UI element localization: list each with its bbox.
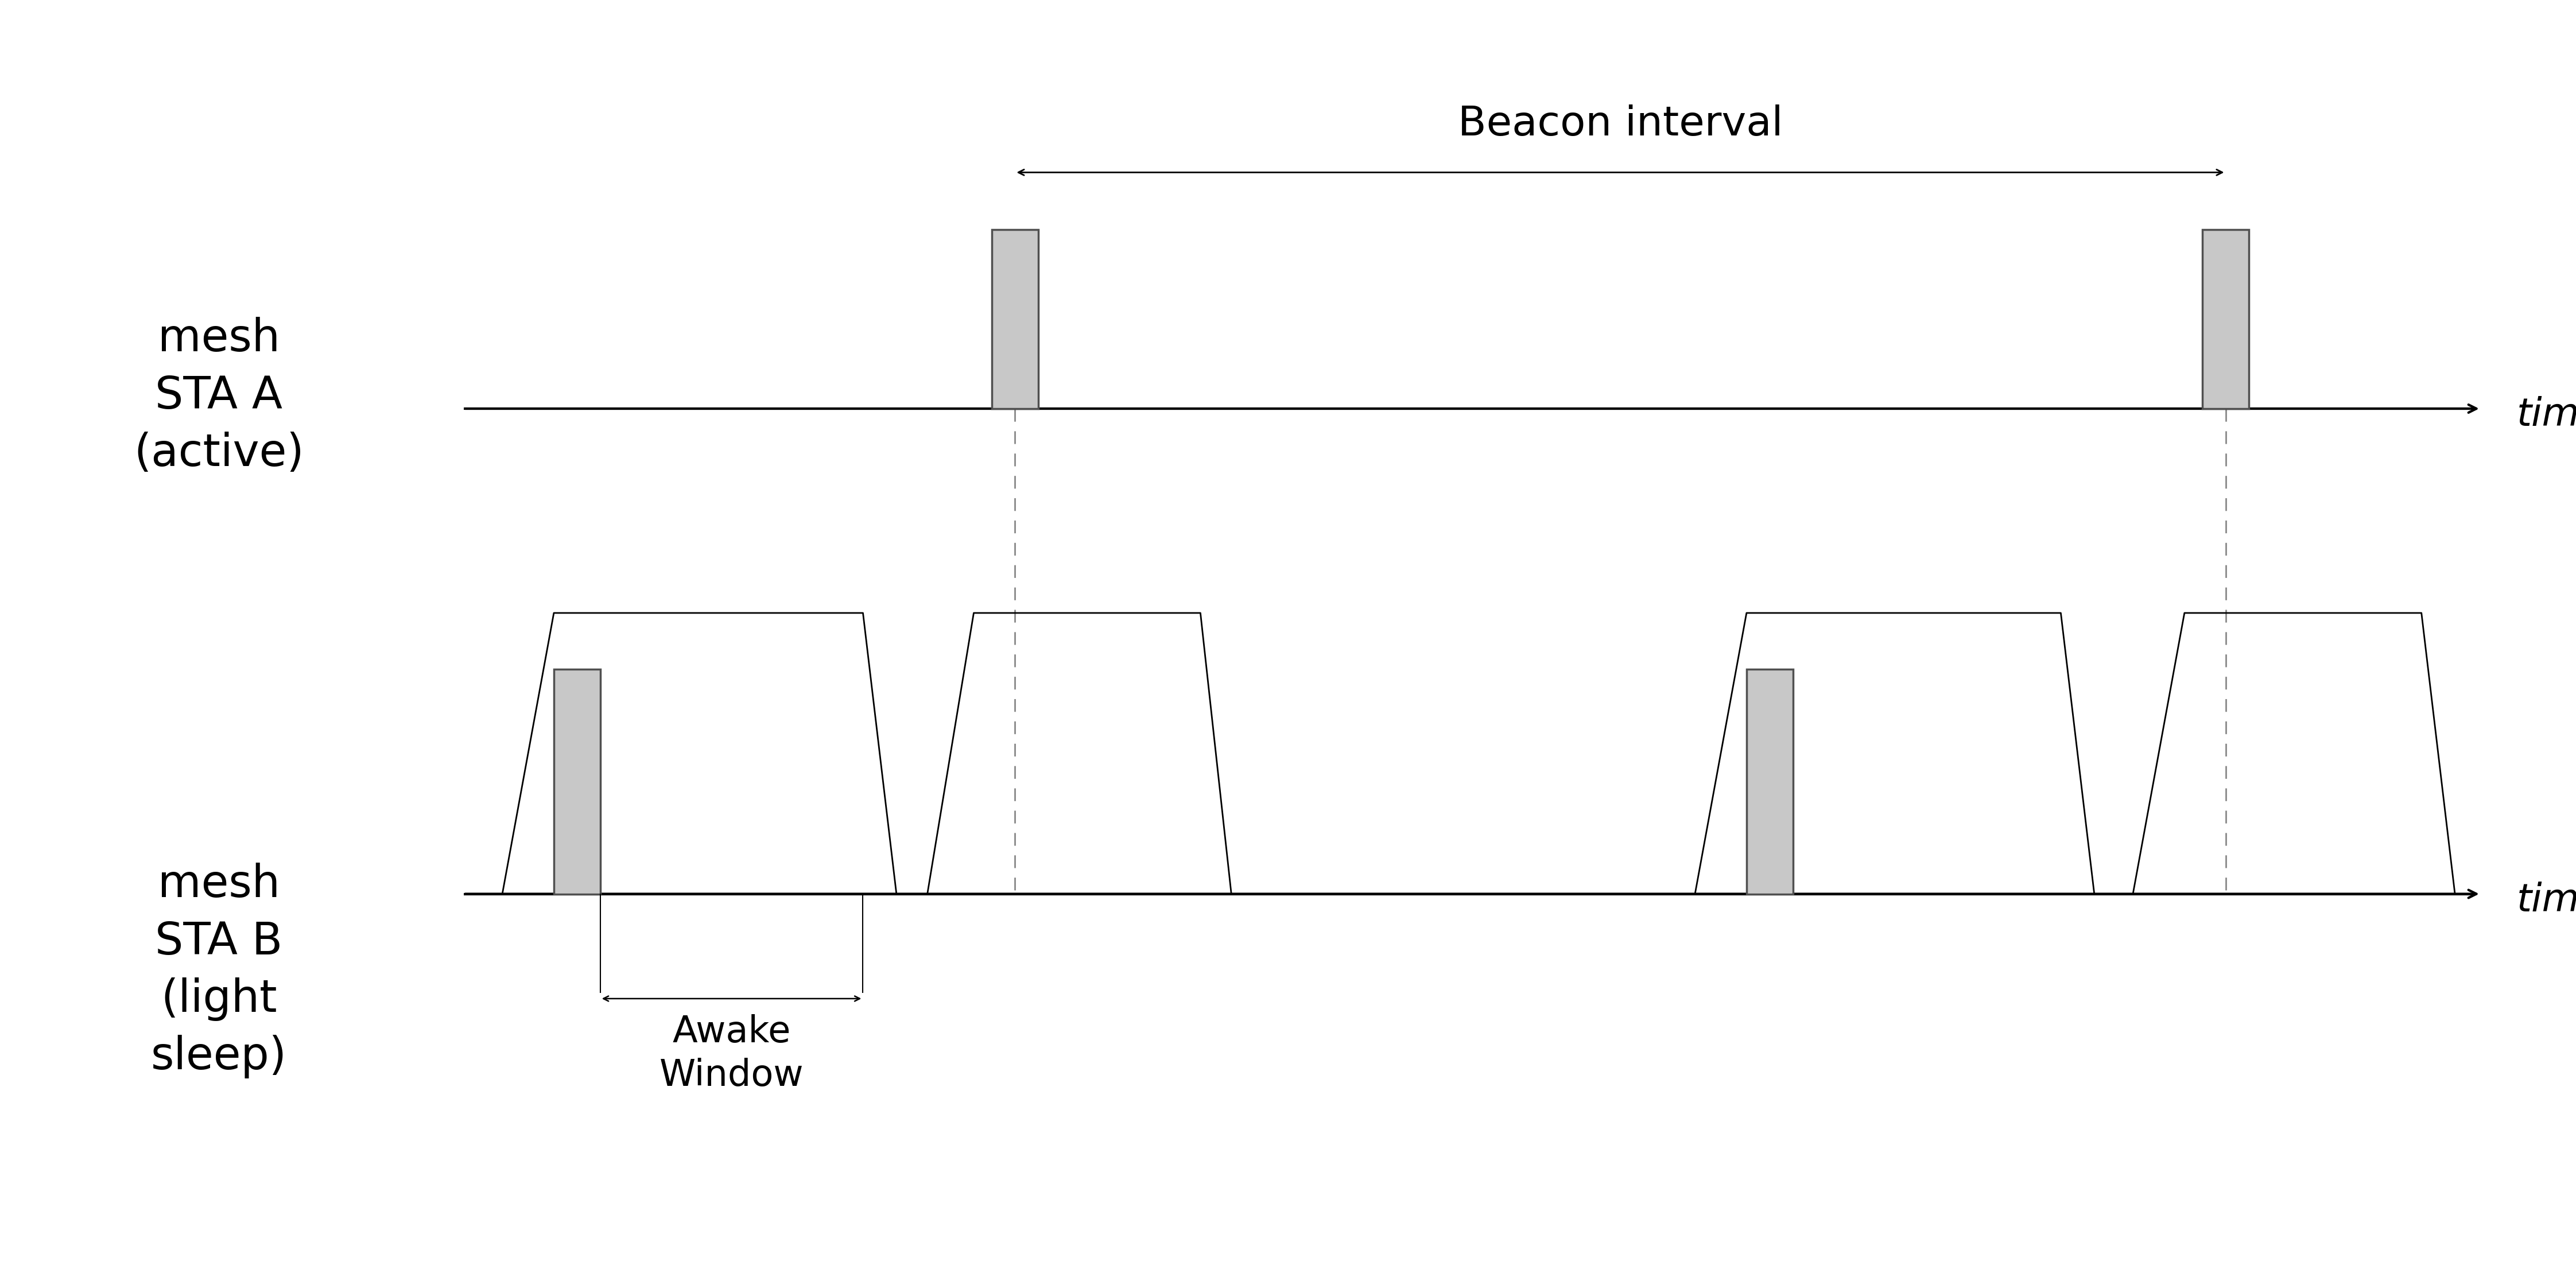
Bar	[2202, 230, 2249, 409]
Bar	[992, 230, 1038, 409]
Text: Awake
Window: Awake Window	[659, 1014, 804, 1093]
Text: time: time	[2517, 881, 2576, 919]
Bar	[554, 669, 600, 894]
Text: mesh
STA B
(light
sleep): mesh STA B (light sleep)	[152, 863, 286, 1078]
Text: Beacon interval: Beacon interval	[1458, 105, 1783, 144]
Text: time: time	[2517, 396, 2576, 434]
Text: mesh
STA A
(active): mesh STA A (active)	[134, 317, 304, 475]
Bar	[1747, 669, 1793, 894]
